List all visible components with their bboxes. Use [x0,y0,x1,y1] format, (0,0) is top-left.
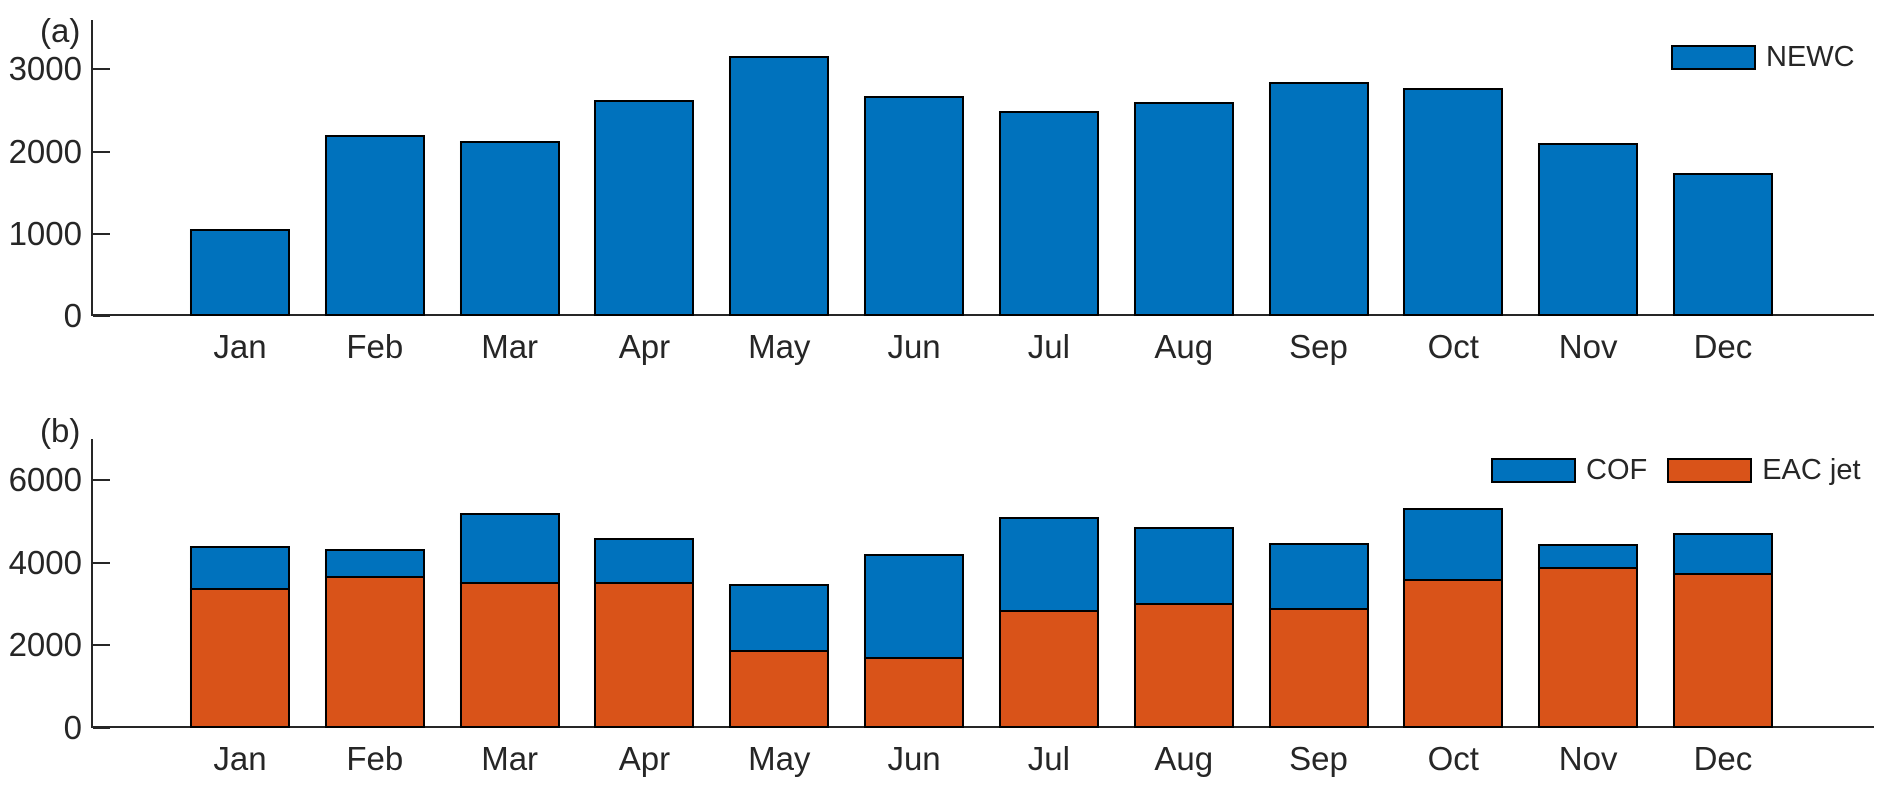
y-tick-label: 2000 [8,626,82,664]
bar-b-Dec-EAC-jet [1672,573,1773,728]
bar-b-Jul-EAC-jet [998,610,1099,728]
x-tick-label: Sep [1289,740,1348,777]
legend-item-NEWC: NEWC [1671,41,1855,74]
y-tick-label: 6000 [8,461,82,499]
x-tick-label: Mar [481,328,539,365]
legend-swatch-EAC-jet [1667,458,1753,483]
legend-a: NEWC [1671,41,1855,74]
x-tick-label: Jun [887,740,941,777]
bar-b-Jan-COF [189,546,291,590]
legend-label: COF [1586,454,1648,486]
y-tick-label: 4000 [8,543,82,581]
x-tick-label: Aug [1154,328,1214,365]
bar-b-Jul-COF [998,517,1099,613]
legend-label: NEWC [1766,41,1855,73]
bar-a-Mar-NEWC [459,140,560,316]
legend-item-COF: COF [1491,454,1647,487]
x-tick-label: Jul [1027,328,1070,365]
bar-a-Sep-NEWC [1268,81,1369,316]
x-tick-label: Oct [1427,740,1479,777]
legend-item-EAC-jet: EAC jet [1667,454,1861,487]
x-axis-line-a [91,314,1874,316]
x-tick-label: May [748,328,811,365]
y-tick-label: 0 [63,297,82,334]
plot-area-a: NEWC 0 1000 2000 3000 Jan Feb Mar Apr May Jun Jul A… [9,20,1874,365]
x-tick-label: Nov [1558,328,1618,365]
legend-b: COF EAC jet [1491,454,1861,487]
x-tick-label: Feb [346,328,404,365]
legend-label: EAC jet [1762,454,1861,486]
bar-b-Jan-EAC-jet [189,587,291,728]
y-tick-label: 1000 [8,214,82,252]
bar-b-Aug-COF [1133,526,1234,605]
bar-b-Jun-EAC-jet [864,657,965,728]
bar-a-Jun-NEWC [864,95,965,316]
y-axis-line-b [91,439,93,728]
y-tick-mark [93,644,110,647]
bar-b-Mar-COF [459,513,560,585]
bar-b-Feb-EAC-jet [324,575,425,728]
bar-a-Jul-NEWC [998,111,1099,316]
y-tick-mark [93,479,110,482]
bar-b-Jun-COF [864,554,965,659]
plot-area-b: COF EAC jet 0 2000 4000 6000 Jan Feb Mar Apr May J… [9,439,1874,777]
x-tick-label: Oct [1427,328,1479,365]
bar-b-Nov-COF [1538,544,1639,570]
x-tick-label: Aug [1154,740,1214,777]
legend-swatch-COF [1491,458,1576,483]
bar-b-Sep-COF [1268,543,1369,611]
bar-b-Apr-COF [594,538,695,584]
bar-b-May-COF [729,584,830,653]
bar-b-Oct-COF [1403,507,1504,582]
x-tick-label: Apr [618,328,671,365]
bar-b-Sep-EAC-jet [1268,608,1369,728]
x-tick-label: Feb [346,740,404,777]
x-tick-label: Sep [1289,328,1348,365]
x-axis-line-b [91,726,1874,728]
x-tick-label: Jan [213,328,267,365]
x-tick-label: Mar [481,740,539,777]
bar-b-May-EAC-jet [729,650,830,728]
y-tick-mark [93,68,110,71]
x-tick-label: Jun [887,328,941,365]
y-axis-line-a [91,20,93,316]
y-tick-label: 0 [63,709,82,746]
bar-a-Nov-NEWC [1538,142,1639,316]
x-tick-label: Dec [1693,328,1753,365]
y-tick-mark [93,150,110,153]
bar-b-Apr-EAC-jet [594,581,695,728]
x-tick-label: Nov [1558,740,1618,777]
y-tick-mark [93,561,110,564]
x-tick-label: Dec [1693,740,1753,777]
y-tick-mark [93,232,110,235]
x-tick-label: Jul [1027,740,1070,777]
bar-b-Mar-EAC-jet [459,582,560,728]
bar-a-Jan-NEWC [189,228,291,316]
x-tick-label: May [748,740,811,777]
bar-a-Feb-NEWC [324,135,425,316]
panel-b-letter: (b) [40,412,81,449]
y-tick-mark [93,315,110,317]
x-tick-label: Jan [213,740,267,777]
bar-b-Oct-EAC-jet [1403,579,1504,728]
bar-b-Nov-EAC-jet [1538,567,1639,728]
bar-a-Apr-NEWC [594,99,695,316]
y-tick-label: 2000 [8,132,82,170]
y-tick-mark [93,727,110,729]
bar-b-Dec-COF [1672,532,1773,576]
legend-swatch-NEWC [1671,45,1756,70]
x-tick-label: Apr [618,740,671,777]
panel-a-letter: (a) [40,12,81,49]
bar-a-Dec-NEWC [1672,172,1773,316]
y-tick-label: 3000 [8,50,82,88]
bar-a-Aug-NEWC [1133,102,1234,316]
bar-a-May-NEWC [729,56,830,316]
bar-b-Aug-EAC-jet [1133,602,1234,728]
bar-b-Feb-COF [324,548,425,578]
bar-a-Oct-NEWC [1403,88,1504,316]
